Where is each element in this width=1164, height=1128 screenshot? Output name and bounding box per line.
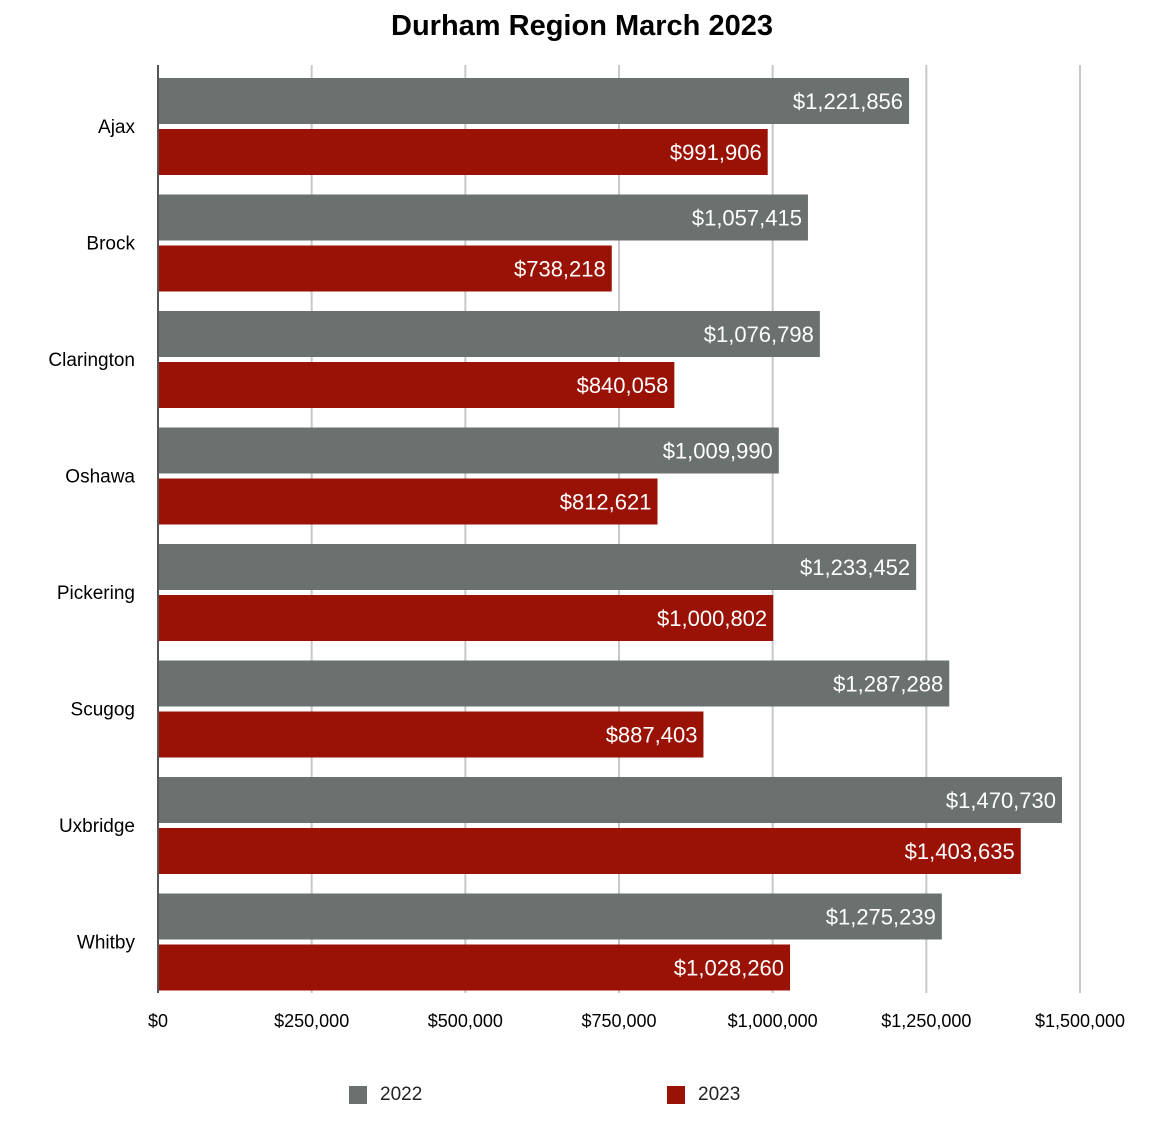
x-tick-label: $1,000,000 [728,1011,818,1031]
data-label: $1,233,452 [800,555,910,580]
data-label: $1,000,802 [657,606,767,631]
legend-item-2023[interactable]: 2023 [667,1084,740,1106]
legend-label-2022: 2022 [380,1084,423,1105]
bar-2023-uxbridge [158,828,1021,874]
bar-2023-brock [158,245,612,292]
bar-2022-whitby [158,893,942,940]
category-label: Oshawa [65,467,135,488]
bar-2023-whitby [158,944,791,991]
data-label: $1,470,730 [946,788,1056,813]
bar-2022-clarington [158,311,820,357]
chart-title: Durham Region March 2023 [391,10,773,42]
legend-swatch-2023 [667,1086,685,1104]
data-label: $991,906 [670,140,762,165]
bar-2022-brock [158,194,808,241]
category-label: Ajax [98,117,135,138]
category-label: Scugog [71,700,135,721]
legend: 2022 2023 [0,1084,1164,1110]
category-label: Clarington [48,350,135,371]
data-label: $812,621 [560,490,652,515]
bar-2022-oshawa [158,427,779,474]
bar-2023-scugog [158,711,704,758]
data-label: $1,275,239 [826,905,936,930]
category-label: Pickering [57,583,135,604]
x-tick-label: $750,000 [581,1011,656,1031]
legend-item-2022[interactable]: 2022 [349,1084,422,1106]
category-label: Uxbridge [59,816,135,837]
bar-2022-pickering [158,544,917,590]
category-label: Brock [86,234,135,255]
data-label: $738,218 [514,257,606,282]
x-tick-label: $500,000 [428,1011,503,1031]
data-label: $840,058 [577,373,669,398]
bar-2022-scugog [158,660,950,707]
x-tick-label: $250,000 [274,1011,349,1031]
bar-2022-uxbridge [158,777,1063,823]
bar-2023-ajax [158,129,768,175]
data-label: $887,403 [606,723,698,748]
x-tick-label: $0 [148,1011,168,1031]
legend-label-2023: 2023 [698,1084,741,1105]
data-label: $1,057,415 [692,206,802,231]
data-label: $1,009,990 [663,439,773,464]
legend-swatch-2022 [349,1086,367,1104]
bar-2023-clarington [158,362,675,408]
data-label: $1,076,798 [704,322,814,347]
bar-2023-oshawa [158,478,658,525]
data-label: $1,221,856 [793,89,903,114]
bar-2022-ajax [158,78,910,124]
x-tick-label: $1,500,000 [1035,1011,1125,1031]
data-label: $1,028,260 [674,956,784,981]
category-label: Whitby [77,933,136,954]
bar-2023-pickering [158,595,774,641]
data-label: $1,287,288 [833,672,943,697]
data-label: $1,403,635 [905,839,1015,864]
x-tick-label: $1,250,000 [881,1011,971,1031]
